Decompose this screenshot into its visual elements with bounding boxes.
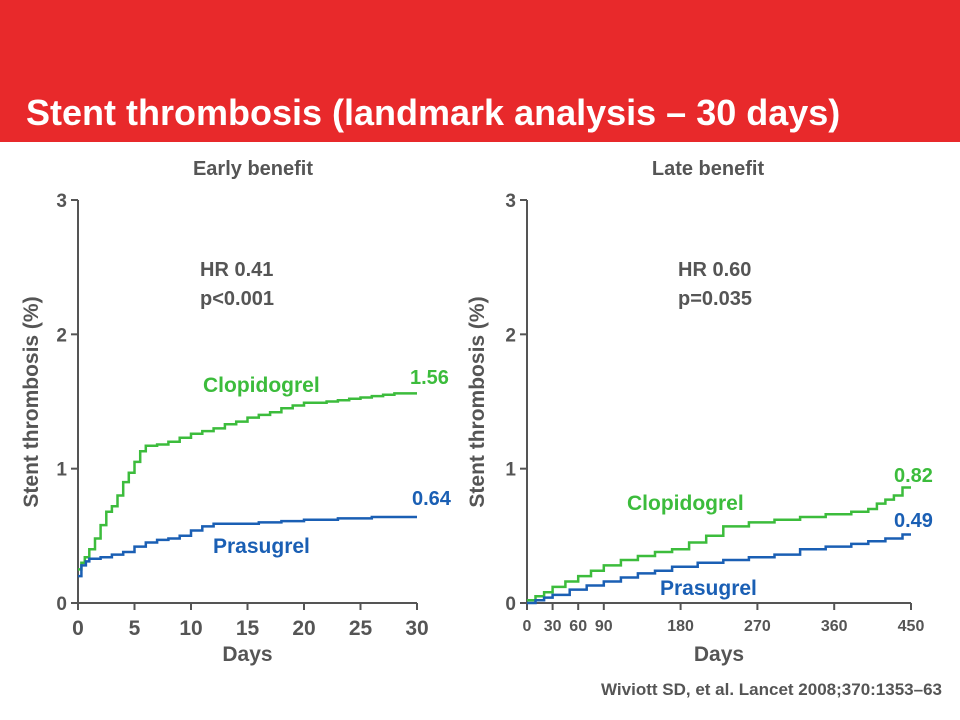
panel-2-p-annotation: p=0.035	[678, 288, 752, 310]
panel-1-prasugrel-line	[78, 515, 417, 578]
panel-1-clopidogrel-label: Clopidogrel	[203, 374, 320, 397]
panel-1-x-tick-label: 30	[405, 617, 428, 640]
panel-1-p-annotation: p<0.001	[200, 288, 274, 310]
panel-1-y-axis-label: Stent thrombosis (%)	[20, 296, 43, 507]
panel-1-title: Early benefit	[193, 158, 313, 180]
citation: Wiviott SD, et al. Lancet 2008;370:1353–…	[601, 680, 942, 699]
panel-1-x-axis-label: Days	[222, 643, 272, 666]
panel-1-y-tick-label: 3	[56, 191, 67, 212]
panel-2-y-tick-label: 0	[505, 594, 516, 615]
panel-2-prasugrel-line	[527, 533, 911, 605]
panel-2-y-axis-label: Stent thrombosis (%)	[466, 296, 489, 507]
panel-2-x-tick-label: 0	[523, 618, 532, 635]
panel-2-y-tick-label: 1	[505, 460, 516, 481]
panel-2-x-tick-label: 450	[898, 618, 925, 635]
panel-2-title: Late benefit	[652, 158, 765, 180]
panel-1-clopidogrel-end-value: 1.56	[410, 367, 449, 389]
panel-2-prasugrel-label: Prasugrel	[660, 577, 757, 600]
panel-2-x-tick-label: 60	[569, 618, 587, 635]
panel-1-x-tick-label: 0	[72, 617, 84, 640]
panel-1-prasugrel-label: Prasugrel	[213, 535, 310, 558]
panel-2-prasugrel-end-value: 0.49	[894, 510, 933, 532]
panel-1-x-tick-label: 25	[349, 617, 373, 640]
panel-2-hr-annotation: HR 0.60	[678, 259, 751, 281]
panel-2-x-tick-label: 360	[821, 618, 848, 635]
panel-2-x-tick-label: 270	[744, 618, 771, 635]
panel-1-y-tick-label: 1	[56, 460, 67, 481]
title-bar	[0, 0, 960, 142]
panel-2-clopidogrel-line	[527, 486, 911, 602]
panel-2-y-tick-label: 2	[505, 325, 516, 346]
panel-2-x-axis-label: Days	[694, 643, 744, 666]
panel-2-clopidogrel-end-value: 0.82	[894, 465, 933, 487]
panel-1-x-tick-label: 5	[129, 617, 141, 640]
panel-1-y-tick-label: 2	[56, 325, 67, 346]
slide-title: Stent thrombosis (landmark analysis – 30…	[26, 92, 841, 133]
panel-2-y-tick-label: 3	[505, 191, 516, 212]
panel-1-hr-annotation: HR 0.41	[200, 259, 273, 281]
panel-2-x-tick-label: 180	[667, 618, 694, 635]
panel-1-x-tick-label: 10	[179, 617, 202, 640]
panel-1-clopidogrel-line	[78, 392, 417, 571]
panel-1-x-tick-label: 20	[292, 617, 315, 640]
panel-1-x-tick-label: 15	[236, 617, 260, 640]
panel-2-x-tick-label: 90	[595, 618, 613, 635]
panel-2-x-tick-label: 30	[544, 618, 562, 635]
panel-1-y-tick-label: 0	[56, 594, 67, 615]
panel-2-clopidogrel-label: Clopidogrel	[627, 492, 744, 515]
panel-1-prasugrel-end-value: 0.64	[412, 488, 452, 510]
